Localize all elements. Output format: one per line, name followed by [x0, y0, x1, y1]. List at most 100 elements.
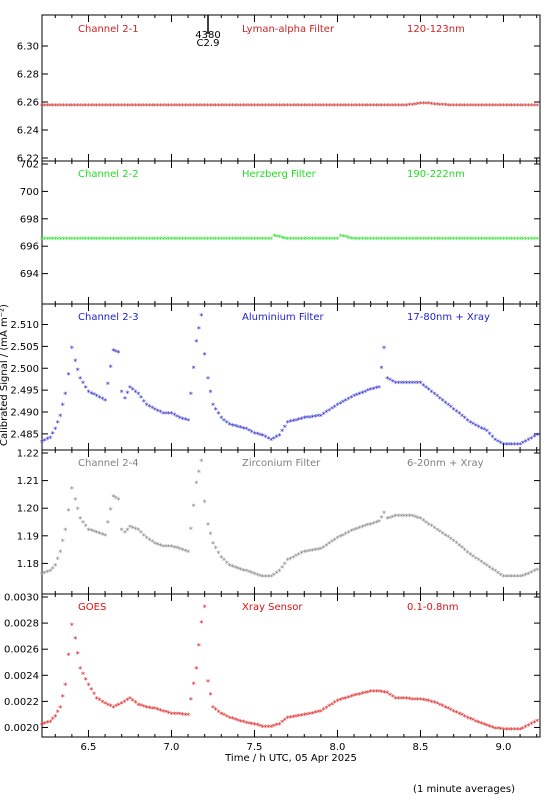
data-point: *	[81, 670, 85, 679]
data-point: *	[264, 573, 268, 582]
data-point: *	[169, 102, 173, 111]
data-point: *	[338, 533, 342, 542]
data-point: *	[250, 235, 254, 244]
data-point: *	[446, 235, 450, 244]
data-point: *	[100, 698, 104, 707]
data-point: *	[186, 417, 190, 426]
data-point: *	[496, 235, 500, 244]
data-point: *	[524, 438, 528, 447]
data-point: *	[410, 235, 414, 244]
data-point: *	[490, 102, 494, 111]
data-point: *	[147, 403, 151, 412]
data-point: *	[206, 521, 210, 530]
data-point: *	[86, 235, 90, 244]
data-point: *	[499, 439, 503, 448]
data-point: *	[75, 235, 79, 244]
data-point: *	[327, 235, 331, 244]
data-point: *	[78, 235, 82, 244]
data-point: *	[167, 410, 171, 419]
data-point: *	[468, 716, 472, 725]
data-point: *	[369, 688, 373, 697]
data-point: *	[164, 235, 168, 244]
data-point: *	[244, 102, 248, 111]
data-point: *	[333, 536, 337, 545]
data-point: *	[117, 235, 121, 244]
y-tick-label: 6.28	[17, 70, 39, 81]
data-point: *	[391, 693, 395, 702]
data-point: *	[302, 712, 306, 721]
data-point: *	[327, 407, 331, 416]
data-point: *	[98, 697, 102, 706]
data-point: *	[255, 722, 259, 731]
data-point: *	[518, 726, 522, 735]
data-point: *	[396, 512, 400, 521]
data-point: *	[197, 642, 201, 651]
data-point: *	[347, 529, 351, 538]
data-point: *	[272, 102, 276, 111]
data-point: *	[515, 726, 519, 735]
data-point: *	[352, 102, 356, 111]
data-point: *	[371, 688, 375, 697]
data-point: *	[482, 235, 486, 244]
data-point: *	[341, 696, 345, 705]
data-point: *	[344, 530, 348, 539]
data-point: *	[402, 380, 406, 389]
data-point: *	[269, 436, 273, 445]
data-point: *	[208, 530, 212, 539]
data-point: *	[526, 436, 530, 445]
data-point: *	[61, 537, 65, 546]
data-point: *	[363, 690, 367, 699]
data-point: *	[48, 718, 52, 727]
data-point: *	[496, 570, 500, 579]
data-point: *	[67, 652, 71, 661]
y-tick-label: 2.495	[10, 386, 39, 397]
data-point: *	[116, 496, 120, 505]
band-label: 0.1-0.8nm	[407, 602, 459, 613]
y-tick-label: 1.22	[17, 449, 39, 460]
channel-label: Channel 2-3	[78, 312, 139, 323]
data-point: *	[142, 532, 146, 541]
data-point: *	[432, 235, 436, 244]
y-tick-label: 696	[20, 242, 39, 253]
data-point: *	[106, 380, 110, 389]
data-point: *	[51, 102, 55, 111]
data-point: *	[120, 526, 124, 535]
data-point: *	[81, 102, 85, 111]
data-point: *	[333, 403, 337, 412]
data-point: *	[399, 512, 403, 521]
data-point: *	[264, 102, 268, 111]
data-point: *	[418, 696, 422, 705]
data-point: *	[40, 721, 44, 730]
data-point: *	[252, 235, 256, 244]
data-point: *	[496, 438, 500, 447]
data-point: *	[95, 393, 99, 402]
data-point: *	[40, 570, 44, 579]
data-point: *	[222, 557, 226, 566]
data-point: *	[396, 235, 400, 244]
data-point: *	[150, 102, 154, 111]
data-point: *	[300, 712, 304, 721]
data-point: *	[349, 102, 353, 111]
data-point: *	[134, 235, 138, 244]
data-point: *	[477, 235, 481, 244]
data-point: *	[407, 380, 411, 389]
data-point: *	[208, 102, 212, 111]
data-point: *	[233, 423, 237, 432]
data-point: *	[103, 397, 107, 406]
data-point: *	[145, 102, 149, 111]
data-point: *	[311, 102, 315, 111]
data-point: *	[172, 544, 176, 553]
data-point: *	[56, 555, 60, 564]
data-point: *	[396, 102, 400, 111]
y-axis-label: Calibrated Signal / (mA m⁻²)	[0, 304, 10, 446]
data-point: *	[394, 235, 398, 244]
data-point: *	[418, 235, 422, 244]
data-point: *	[258, 102, 262, 111]
data-point: *	[460, 102, 464, 111]
data-point: *	[275, 722, 279, 731]
data-point: *	[51, 565, 55, 574]
data-point: *	[63, 391, 67, 400]
data-point: *	[46, 719, 50, 728]
data-point: *	[81, 380, 85, 389]
data-point: *	[67, 507, 71, 516]
